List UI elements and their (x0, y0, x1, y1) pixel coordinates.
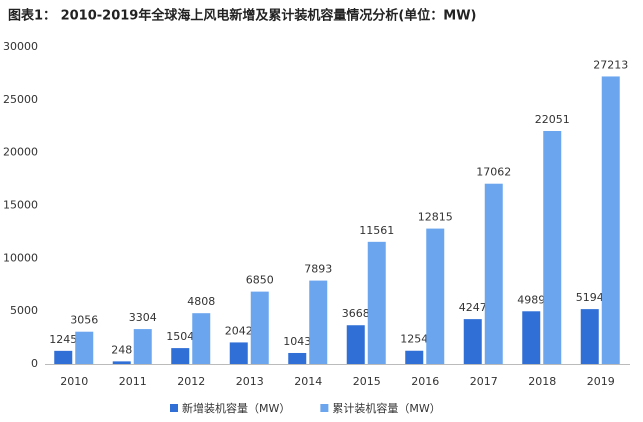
legend-label: 累计装机容量（MW） (332, 401, 440, 415)
value-label: 22051 (535, 113, 570, 126)
y-tick-label: 30000 (3, 40, 38, 53)
value-label: 3056 (70, 314, 98, 327)
legend-label: 新增装机容量（MW） (182, 401, 290, 415)
x-tick-label: 2014 (294, 375, 322, 388)
y-tick-label: 5000 (10, 304, 38, 317)
value-label: 7893 (304, 263, 332, 276)
bar (601, 76, 620, 364)
x-tick-label: 2013 (236, 375, 264, 388)
value-label: 11561 (359, 224, 394, 237)
y-tick-label: 20000 (3, 146, 38, 159)
bar (463, 319, 482, 364)
value-label: 3304 (129, 311, 157, 324)
legend-swatch (170, 404, 178, 412)
value-label: 4808 (187, 295, 215, 308)
bar (112, 361, 131, 364)
x-tick-label: 2010 (60, 375, 88, 388)
bar (171, 348, 190, 364)
value-label: 1504 (166, 330, 194, 343)
bar (522, 311, 541, 364)
y-tick-label: 15000 (3, 199, 38, 212)
value-label: 6850 (246, 274, 274, 287)
value-label: 17062 (476, 166, 511, 179)
chart-title: 图表1： 2010-2019年全球海上风电新增及累计装机容量情况分析(单位：MW… (8, 8, 477, 24)
value-label: 5194 (576, 291, 604, 304)
y-tick-label: 0 (31, 357, 38, 370)
x-tick-label: 2011 (119, 375, 147, 388)
value-label: 1043 (283, 335, 311, 348)
bar (580, 309, 599, 364)
bar (54, 350, 73, 364)
bar (367, 241, 386, 364)
bar (229, 342, 248, 364)
value-label: 1245 (49, 333, 77, 346)
x-tick-label: 2012 (177, 375, 205, 388)
bar (346, 325, 365, 364)
bar (288, 352, 307, 364)
bar (405, 350, 424, 364)
bar (484, 183, 503, 364)
bar (309, 280, 328, 364)
value-label: 1254 (400, 333, 428, 346)
x-tick-label: 2019 (587, 375, 615, 388)
bar (192, 313, 211, 364)
x-tick-label: 2015 (353, 375, 381, 388)
value-label: 4247 (459, 301, 487, 314)
y-tick-label: 10000 (3, 251, 38, 264)
value-label: 12815 (418, 211, 453, 224)
value-label: 3668 (342, 307, 370, 320)
x-tick-label: 2018 (528, 375, 556, 388)
value-label: 248 (111, 343, 132, 356)
bar (133, 329, 152, 364)
bar (250, 291, 269, 364)
legend-swatch (320, 404, 329, 412)
value-label: 27213 (593, 58, 628, 71)
bar (543, 130, 562, 364)
value-label: 4989 (517, 293, 545, 306)
value-label: 2042 (225, 324, 253, 337)
x-tick-label: 2016 (411, 375, 439, 388)
y-tick-label: 25000 (3, 93, 38, 106)
x-tick-label: 2017 (470, 375, 498, 388)
bar (75, 331, 94, 364)
bar (426, 228, 445, 364)
